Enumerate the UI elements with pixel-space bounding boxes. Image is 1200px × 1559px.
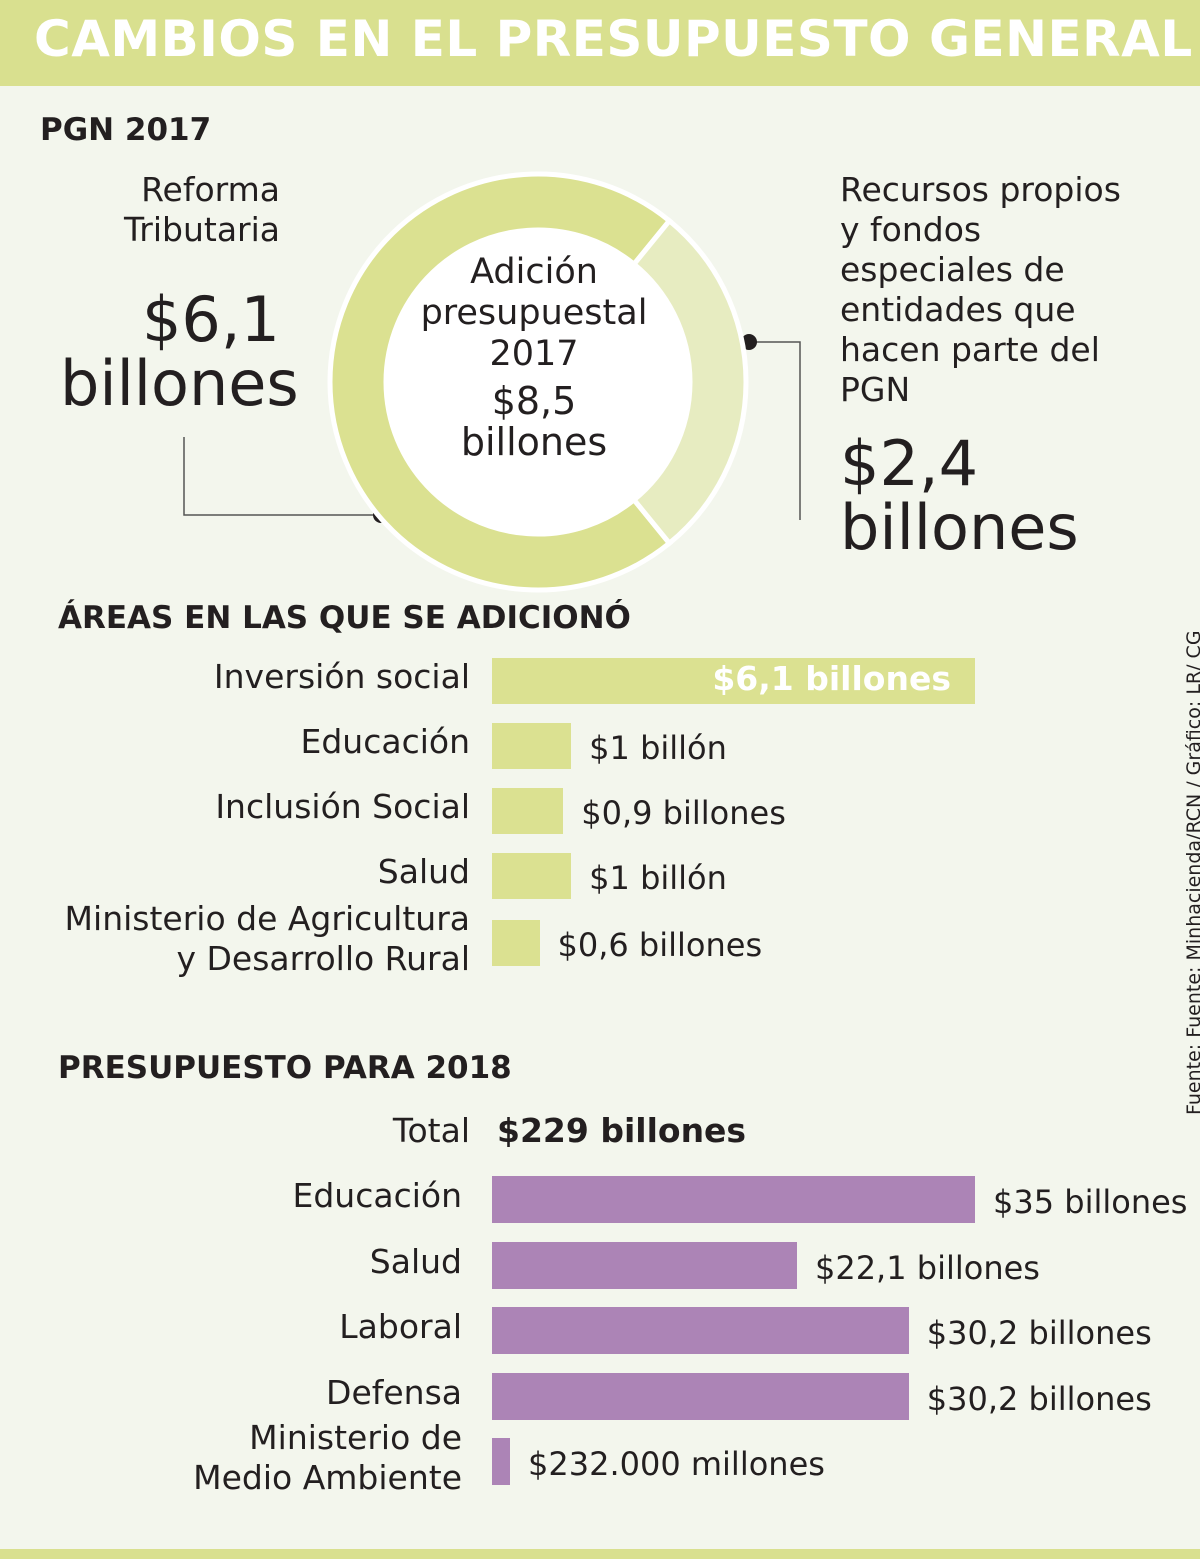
donut-hole [388,232,688,532]
areas-bar [492,853,572,899]
budget-label-line: Laboral [339,1306,462,1346]
areas-value-label: $0,6 billones [557,926,763,964]
areas-bar [492,723,572,769]
budget-label: Salud [40,1242,462,1282]
source-credit: Fuente: Fuente: Minhacienda/RCN / Gráfic… [1183,630,1200,1115]
budget-2018-title: PRESUPUESTO PARA 2018 [58,1050,512,1086]
areas-bar [492,920,540,966]
total-label: Total [392,1111,470,1150]
budget-bar [492,1242,797,1289]
budget-label-line: Defensa [326,1372,462,1412]
areas-value-label: $0,9 billones [581,794,786,832]
areas-value-label: $6,1 billones [712,659,951,698]
page-title: CAMBIOS EN EL PRESUPUESTO GENERAL [34,10,1193,68]
center-value-1: $8,5 [491,379,577,423]
left-value-1: $6,1 [141,283,280,356]
left-label-1: Reforma [141,170,280,209]
pgn-2017-title: PGN 2017 [40,112,212,148]
budget-bar [492,1307,909,1354]
total-value: $229 billones [497,1111,747,1150]
areas-bar [492,788,564,834]
budget-label-line: Salud [369,1241,462,1281]
budget-label: Defensa [40,1373,462,1413]
right-label-1: Recursos propios [840,170,1121,209]
areas-label-line: Salud [377,852,470,891]
bottom-rule [0,1549,1200,1559]
areas-value-label: $1 billón [589,729,727,767]
areas-label-line: y Desarrollo Rural [176,939,470,978]
areas-label-line: Inclusión Social [215,787,470,826]
areas-label-line: Ministerio de Agricultura [64,899,470,938]
left-label-2: Tributaria [123,210,280,249]
areas-label: Inclusión Social [40,787,470,827]
center-value-2: billones [460,420,608,464]
budget-bar [492,1176,975,1223]
right-label-3: especiales de [840,250,1065,289]
areas-label: Salud [40,852,470,892]
header-bar [0,0,1200,86]
right-value-1: $2,4 [840,427,979,500]
budget-value-label: $30,2 billones [926,1313,1152,1352]
right-leader-line [749,341,801,520]
left-leader-line [183,437,381,516]
left-value-2: billones [60,347,299,420]
areas-label: Ministerio de Agricultura y Desarrollo Ru… [40,899,470,979]
areas-label: Inversión social [40,657,470,697]
areas-title: ÁREAS EN LAS QUE SE ADICIONÓ [58,600,631,636]
budget-label-line: Medio Ambiente [193,1457,462,1497]
areas-label-line: Inversión social [213,657,470,696]
budget-value-label: $30,2 billones [926,1379,1152,1418]
right-label-2: y fondos [840,210,982,249]
budget-bar [492,1373,909,1420]
donut-center-text: Adición presupuestal 2017 $8,5 billones [404,252,664,463]
donut-slice-reforma-tributaria [327,171,673,593]
center-line-3: 2017 [489,334,579,374]
budget-value-label: $22,1 billones [814,1248,1040,1287]
center-line-1: Adición [470,252,598,292]
right-annotation: Recursos propios y fondos especiales de … [840,170,1180,560]
budget-label-line: Educación [292,1175,463,1215]
budget-bar [492,1438,510,1485]
areas-bar [492,658,975,704]
budget-value-label: $232.000 millones [528,1444,825,1483]
donut-chart [183,171,801,593]
budget-value-label: $35 billones [993,1182,1188,1221]
budget-label: Laboral [40,1307,462,1347]
right-label-4: entidades que [840,290,1076,329]
right-label-6: PGN [840,370,911,409]
right-value-2: billones [840,491,1079,564]
areas-label: Educación [40,722,471,762]
areas-value-label: $1 billón [589,859,727,897]
donut-slice-recursos-propios [630,217,749,547]
budget-label-line: Ministerio de [249,1417,462,1457]
center-line-2: presupuestal [420,293,648,333]
left-annotation: Reforma Tributaria $6,1 billones [60,170,299,420]
budget-label: Educación [40,1175,463,1216]
areas-label-line: Educación [300,722,471,761]
budget-label: Ministerio de Medio Ambiente [40,1418,462,1498]
right-label-5: hacen parte del [840,330,1100,369]
